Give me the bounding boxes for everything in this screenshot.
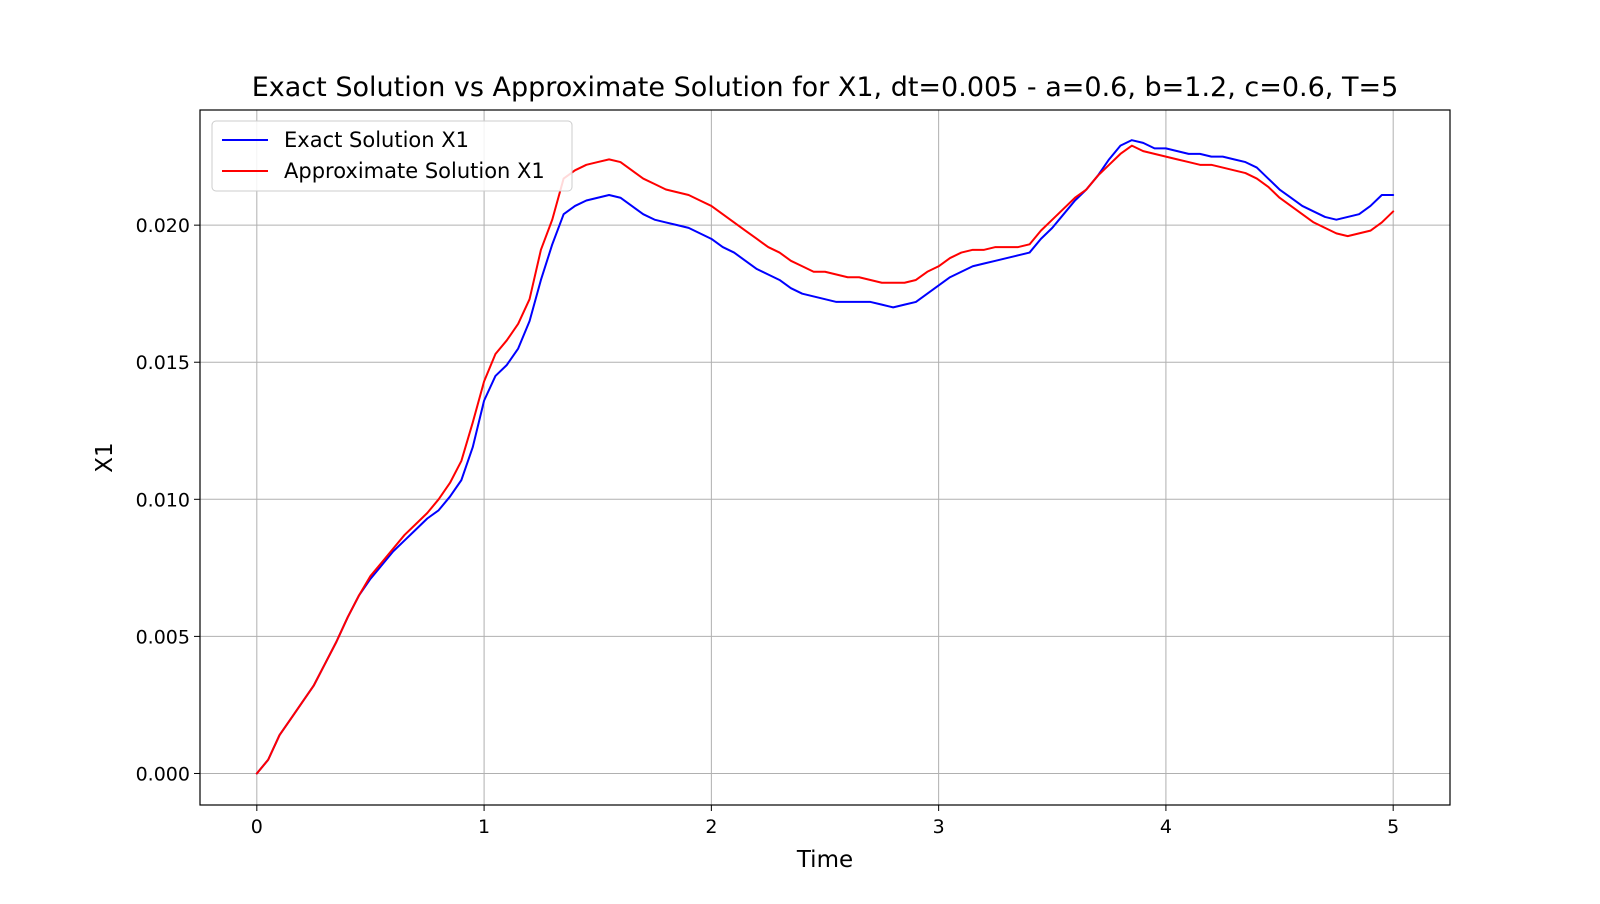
plot-frame — [199, 109, 1451, 806]
legend-label-exact: Exact Solution X1 — [284, 128, 469, 152]
series-line-exact — [255, 139, 1395, 775]
x-tick-label: 0 — [251, 816, 263, 838]
legend-box — [211, 120, 573, 192]
legend-label-approximate: Approximate Solution X1 — [284, 159, 545, 183]
series-layer — [255, 139, 1395, 775]
y-tick-label: 0.005 — [136, 626, 190, 648]
legend: Exact Solution X1 Approximate Solution X… — [211, 120, 573, 192]
x-tick-label: 4 — [1160, 816, 1172, 838]
y-tick-label: 0.000 — [136, 763, 190, 785]
grid-lines — [200, 110, 1450, 805]
x-tick-label: 3 — [933, 816, 945, 838]
y-tick-label: 0.020 — [136, 215, 190, 237]
x-tick-label: 1 — [478, 816, 490, 838]
axis-ticks: 0 1 2 3 4 5 0.000 0.005 0.010 0.015 0.020 — [136, 215, 1400, 838]
series-line-approximate — [255, 144, 1395, 775]
x-tick-label: 5 — [1387, 816, 1399, 838]
y-tick-label: 0.010 — [136, 489, 190, 511]
x-tick-label: 2 — [705, 816, 717, 838]
y-tick-label: 0.015 — [136, 352, 190, 374]
chart-title: Exact Solution vs Approximate Solution f… — [252, 72, 1399, 103]
y-axis-label: X1 — [92, 442, 118, 472]
x-axis-label: Time — [796, 847, 853, 873]
